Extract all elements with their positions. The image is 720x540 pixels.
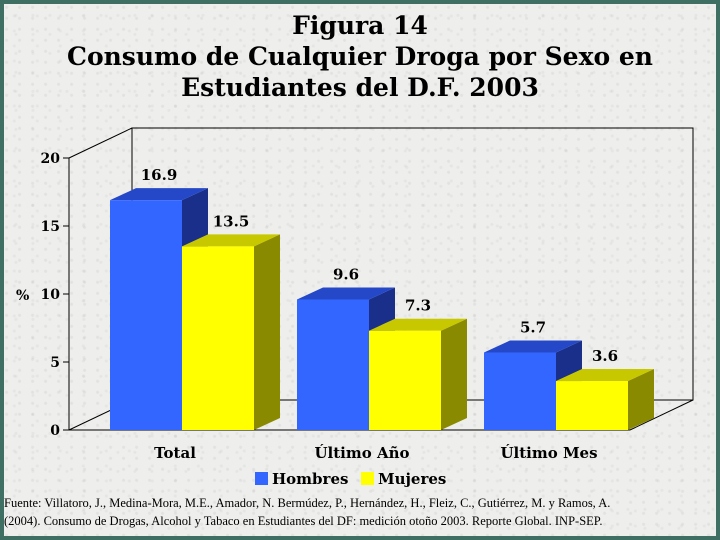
data-label: 13.5 bbox=[213, 212, 250, 230]
y-tick-label: 10 bbox=[41, 287, 61, 303]
bar-top bbox=[297, 287, 395, 300]
y-tick-label: 20 bbox=[41, 151, 61, 167]
y-axis-label: % bbox=[16, 288, 29, 304]
bar bbox=[110, 200, 182, 430]
source-line-2: (2004). Consumo de Drogas, Alcohol y Tab… bbox=[4, 514, 603, 528]
bar-top bbox=[110, 188, 208, 201]
x-tick-label: Último Mes bbox=[500, 444, 597, 462]
plot-left-wall-top bbox=[68, 127, 133, 159]
bar-top bbox=[369, 318, 467, 331]
bar bbox=[297, 299, 369, 430]
chart-title: Figura 14 Consumo de Cualquier Droga por… bbox=[4, 10, 716, 103]
y-tick-label: 0 bbox=[50, 423, 60, 439]
y-tick-label: 5 bbox=[50, 355, 60, 371]
legend-label: Hombres bbox=[272, 470, 348, 488]
y-tick-label: 15 bbox=[41, 219, 60, 235]
bar bbox=[484, 352, 556, 430]
data-label: 9.6 bbox=[333, 265, 359, 283]
legend-label: Mujeres bbox=[378, 470, 446, 488]
legend-swatch bbox=[361, 472, 374, 485]
bar-side bbox=[254, 234, 280, 430]
title-line-2: Consumo de Cualquier Droga por Sexo en bbox=[67, 42, 653, 71]
bar bbox=[556, 381, 628, 430]
source-note: Fuente: Villatoro, J., Medina-Mora, M.E.… bbox=[4, 494, 708, 530]
title-line-1: Figura 14 bbox=[292, 11, 428, 40]
bar-top bbox=[484, 340, 582, 353]
bar-top bbox=[182, 234, 280, 247]
data-label: 7.3 bbox=[405, 297, 431, 315]
data-label: 5.7 bbox=[520, 318, 546, 336]
bar-side bbox=[628, 369, 654, 430]
title-line-3: Estudiantes del D.F. 2003 bbox=[181, 73, 539, 102]
source-line-1: Fuente: Villatoro, J., Medina-Mora, M.E.… bbox=[4, 496, 611, 510]
x-tick-label: Último Año bbox=[314, 444, 409, 462]
bar-side bbox=[441, 318, 467, 430]
bar-top bbox=[556, 369, 654, 382]
data-label: 3.6 bbox=[592, 347, 618, 365]
bar bbox=[182, 246, 254, 430]
data-label: 16.9 bbox=[141, 166, 178, 184]
bar bbox=[369, 330, 441, 430]
legend-swatch bbox=[255, 472, 268, 485]
x-tick-label: Total bbox=[154, 444, 196, 462]
